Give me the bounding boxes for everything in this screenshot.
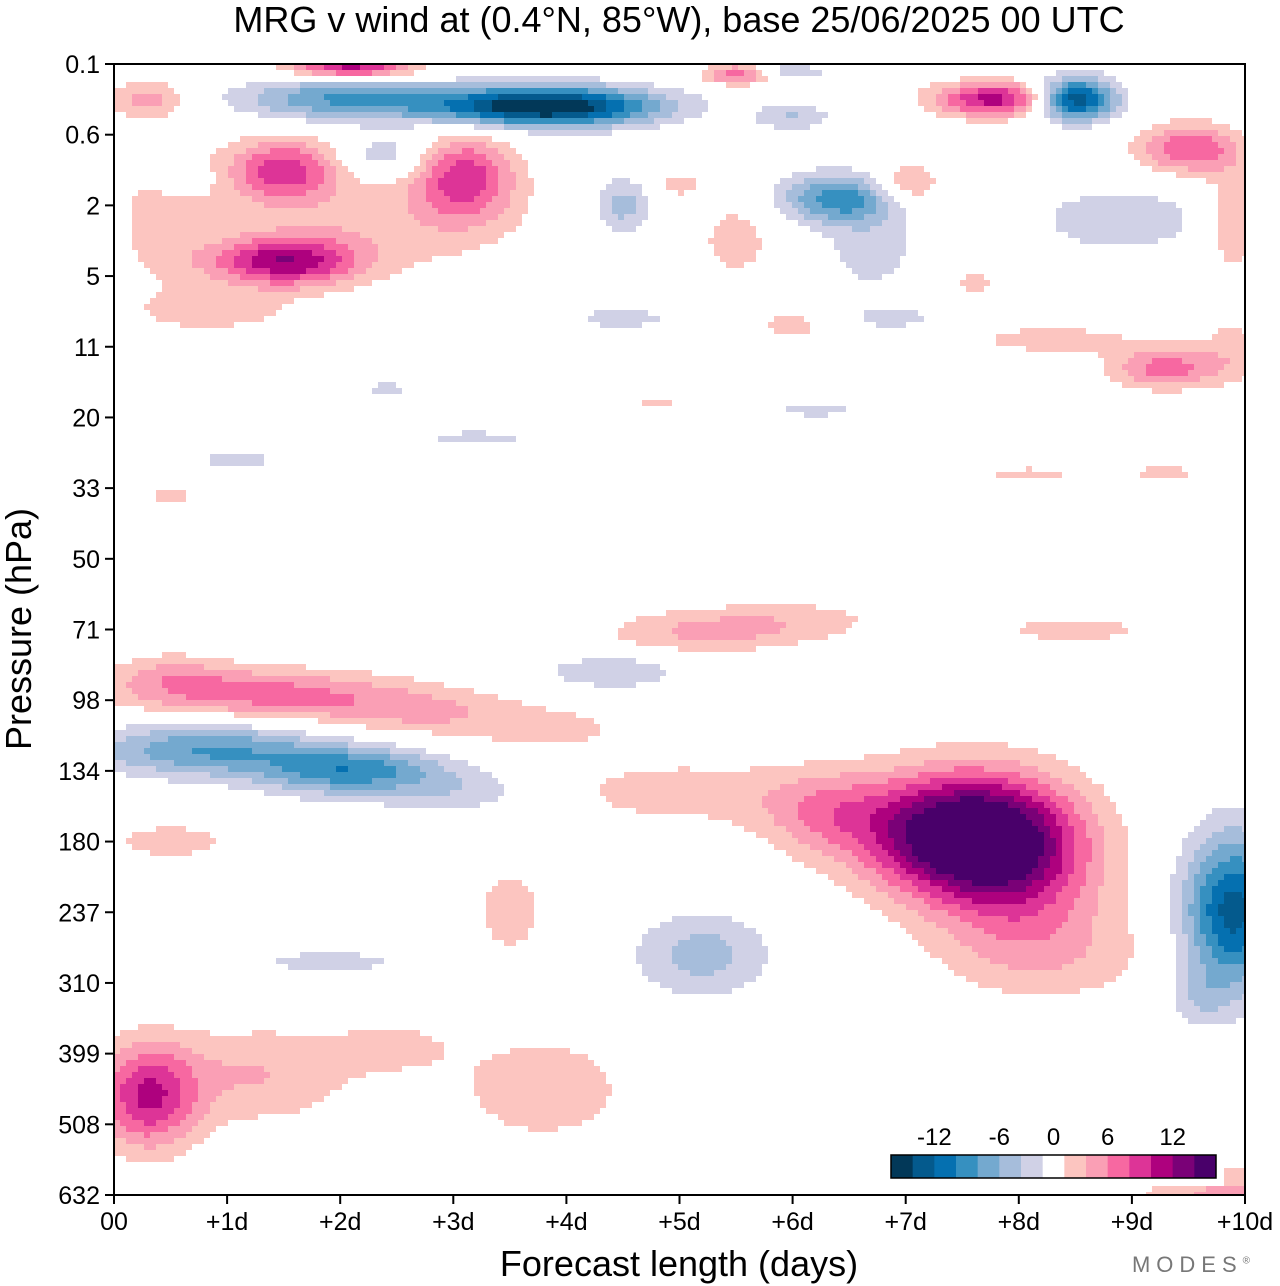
colorbar-swatch	[999, 1155, 1022, 1178]
colorbar-swatch	[1107, 1155, 1130, 1178]
colorbar-swatch	[1042, 1155, 1065, 1178]
y-tick-label: 508	[58, 1111, 100, 1139]
y-tick-label: 0.6	[65, 122, 100, 150]
colorbar-swatch	[1064, 1155, 1087, 1178]
brand-logo: MODES®	[1132, 1252, 1250, 1278]
colorbar-swatch	[1129, 1155, 1152, 1178]
contour-band-9	[114, 64, 1245, 1195]
x-tick-label: +2d	[319, 1208, 361, 1236]
y-tick-label: 71	[72, 617, 100, 645]
x-tick-label: +10d	[1217, 1208, 1273, 1236]
y-tick-label: 20	[72, 404, 100, 432]
y-tick-label: 33	[72, 475, 100, 503]
y-tick-label: 399	[58, 1041, 100, 1069]
y-tick-label: 237	[58, 899, 100, 927]
colorbar-swatch	[891, 1155, 914, 1178]
x-axis: 00 +1d +2d +3d +4d +5d +6d +7d +8d +9d +10d	[100, 1195, 1273, 1236]
x-tick-label: +6d	[771, 1208, 813, 1236]
x-tick-label: +9d	[1111, 1208, 1153, 1236]
colorbar-label: 6	[1101, 1124, 1114, 1151]
x-tick-label: +5d	[658, 1208, 700, 1236]
colorbar-label: 12	[1159, 1124, 1186, 1151]
contour-band-10	[114, 64, 1245, 1195]
y-tick-label: 50	[72, 546, 100, 574]
colorbar-label: 0	[1047, 1124, 1060, 1151]
contour-field	[114, 64, 1245, 1195]
x-tick-label: +3d	[432, 1208, 474, 1236]
colorbar-swatch	[1151, 1155, 1174, 1178]
x-tick-label: +1d	[206, 1208, 248, 1236]
chart-title: MRG v wind at (0.4°N, 85°W), base 25/06/…	[233, 0, 1124, 40]
contour-band-1	[492, 100, 594, 118]
y-axis: 0.1 0.6 2 5 11 20 33 50 71 98 134 180 237 310 399 508 63…	[58, 51, 114, 1210]
y-tick-label: 2	[86, 192, 100, 220]
colorbar-swatch	[1172, 1155, 1195, 1178]
x-tick-label: 00	[100, 1208, 128, 1236]
colorbar-swatch	[1086, 1155, 1109, 1178]
colorbar-swatch	[934, 1155, 957, 1178]
colorbar-frame	[890, 1154, 1217, 1179]
colorbar-swatch	[1021, 1155, 1044, 1178]
colorbar-label: -6	[989, 1124, 1010, 1151]
y-tick-label: 11	[74, 334, 100, 362]
contour-band-7	[114, 64, 1245, 1156]
y-tick-label: 310	[58, 970, 100, 998]
x-axis-label: Forecast length (days)	[500, 1243, 858, 1284]
y-tick-label: 632	[58, 1182, 100, 1210]
y-axis-label: Pressure (hPa)	[0, 508, 39, 750]
y-tick-label: 180	[58, 829, 100, 857]
brand-mark: ®	[1242, 1255, 1250, 1267]
colorbar-swatch	[912, 1155, 935, 1178]
x-tick-label: +4d	[545, 1208, 587, 1236]
y-tick-label: 5	[86, 263, 100, 291]
colorbar: -12 -6 0 6 12	[887, 1118, 1224, 1186]
brand-name: MODES	[1131, 1252, 1243, 1277]
contour-band-15	[906, 796, 1044, 886]
x-tick-label: +7d	[884, 1208, 926, 1236]
y-tick-label: 134	[58, 758, 100, 786]
colorbar-swatch	[977, 1155, 1000, 1178]
x-tick-label: +8d	[998, 1208, 1040, 1236]
colorbar-swatch	[1194, 1155, 1217, 1178]
colorbar-swatch	[956, 1155, 979, 1178]
y-tick-label: 98	[72, 687, 100, 715]
colorbar-label: -12	[917, 1124, 952, 1151]
y-tick-label: 0.1	[65, 51, 100, 79]
